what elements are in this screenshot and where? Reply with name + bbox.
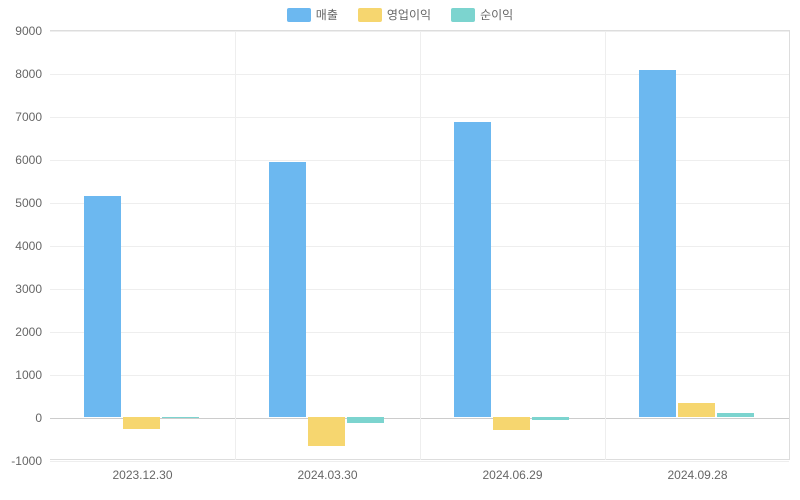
financial-bar-chart: 매출영업이익순이익 -10000100020003000400050006000… [0, 0, 800, 500]
bar [678, 403, 715, 417]
y-axis-label: 9000 [15, 24, 50, 38]
y-axis-label: 7000 [15, 110, 50, 124]
x-axis-label: 2023.12.30 [112, 468, 172, 482]
plot-area: -100001000200030004000500060007000800090… [50, 30, 790, 460]
y-axis-label: 1000 [15, 368, 50, 382]
bar [84, 196, 121, 417]
legend-swatch [358, 8, 382, 22]
legend-item: 순이익 [451, 6, 513, 23]
category-divider [605, 31, 606, 460]
y-axis-label: -1000 [11, 454, 50, 468]
legend-item: 영업이익 [358, 6, 431, 23]
y-axis-label: 4000 [15, 239, 50, 253]
gridline [50, 461, 789, 462]
y-axis-label: 2000 [15, 325, 50, 339]
x-axis-label: 2024.03.30 [297, 468, 357, 482]
legend-label: 영업이익 [387, 6, 431, 23]
bar [454, 122, 491, 417]
legend-label: 매출 [316, 6, 338, 23]
bar [269, 162, 306, 417]
x-axis-label: 2024.09.28 [667, 468, 727, 482]
bar [717, 413, 754, 417]
y-axis-label: 6000 [15, 153, 50, 167]
category-divider [235, 31, 236, 460]
legend-label: 순이익 [480, 6, 513, 23]
bar [493, 417, 530, 430]
x-axis-label: 2024.06.29 [482, 468, 542, 482]
y-axis-label: 3000 [15, 282, 50, 296]
bar [308, 417, 345, 446]
category-divider [420, 31, 421, 460]
legend-swatch [287, 8, 311, 22]
legend-item: 매출 [287, 6, 338, 23]
bar [639, 70, 676, 417]
bar [123, 417, 160, 429]
bar [347, 417, 384, 423]
bar [532, 417, 569, 420]
bar [162, 417, 199, 418]
legend: 매출 영업이익 순이익 [0, 0, 800, 23]
y-axis-label: 8000 [15, 67, 50, 81]
y-axis-label: 0 [35, 411, 50, 425]
legend-swatch [451, 8, 475, 22]
y-axis-label: 5000 [15, 196, 50, 210]
